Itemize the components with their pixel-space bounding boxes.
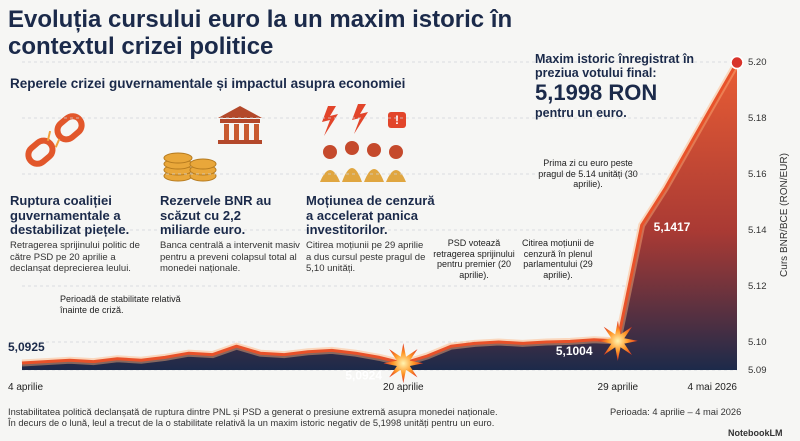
y-tick-label: 5.14 [748,225,767,236]
callout-tail: pentru un euro. [535,106,627,120]
footer: Instabilitatea politică declanșată de ru… [8,407,588,429]
burst [597,320,638,361]
icon-glyph: ! [395,113,399,127]
card-heading: Rezervele BNR au scăzut cu 2,2 miliarde … [160,193,272,237]
callout-lead: Maxim istoric înregistrat în preziua vot… [535,52,695,80]
callout: Maxim istoric înregistrat în preziua vot… [535,52,705,120]
y-tick-label: 5.18 [748,113,767,124]
annotation: Perioadă de stabilitate relativă înainte… [60,294,181,315]
y-axis-label: Curs BNR/BCE (RON/EUR) [779,153,790,277]
icon-protest: ! [320,104,406,182]
x-tick-label: 20 aprilie [383,382,424,393]
x-tick-label: 4 aprilie [8,382,43,393]
subtitle: Reperele crizei guvernamentale și impact… [10,76,406,91]
annotation: PSD votează retragerea sprijinului pentr… [433,238,515,280]
value-label: 5,0925 [8,340,45,354]
burst [383,343,424,384]
y-tick-label: 5.16 [748,169,767,180]
y-tick-label: 5.10 [748,337,767,348]
icon-bank [163,106,262,182]
card-body: Citirea moțiunii pe 29 aprilie a dus cur… [306,240,426,274]
title: Evoluția cursului euro la un maxim istor… [8,6,513,60]
area [22,62,737,370]
icon-chain [25,113,85,167]
callout-value: 5,1998 RON [535,80,658,105]
y-tick-label: 5.12 [748,281,767,292]
x-tick-label: 4 mai 2026 [688,382,738,393]
value-label: 5,1004 [556,344,593,358]
card-heading: Ruptura coaliției guvernamentale a desta… [10,193,130,237]
y-tick-label: 5.20 [748,57,767,68]
end-point [730,55,744,70]
footer-line: În decurs de o lună, leul a trecut de la… [8,418,495,428]
x-tick-label: 29 aprilie [598,382,639,393]
card-heading: Moțiunea de cenzură a accelerat panica i… [306,193,435,237]
y-tick-label: 5.09 [748,365,767,376]
card-body: Banca centrală a intervenit masiv pentru… [160,240,300,274]
brand: NotebookLM [728,428,783,438]
card-body: Retragerea sprijinului politic de către … [10,240,140,274]
value-label: 5,0924 [345,368,382,382]
period: Perioada: 4 aprilie – 4 mai 2026 [610,407,742,417]
annotation: Citirea moțiunii de cenzură în plenul pa… [521,238,595,280]
value-label: 5,1417 [654,220,691,234]
plot: 5.09 5.10 5.12 5.14 5.16 5.18 5.20 5,0925 5,0924… [8,55,767,393]
annotation: Prima zi cu euro peste pragul de 5.14 un… [538,158,638,189]
footer-line: Instabilitatea politică declanșată de ru… [8,407,498,417]
